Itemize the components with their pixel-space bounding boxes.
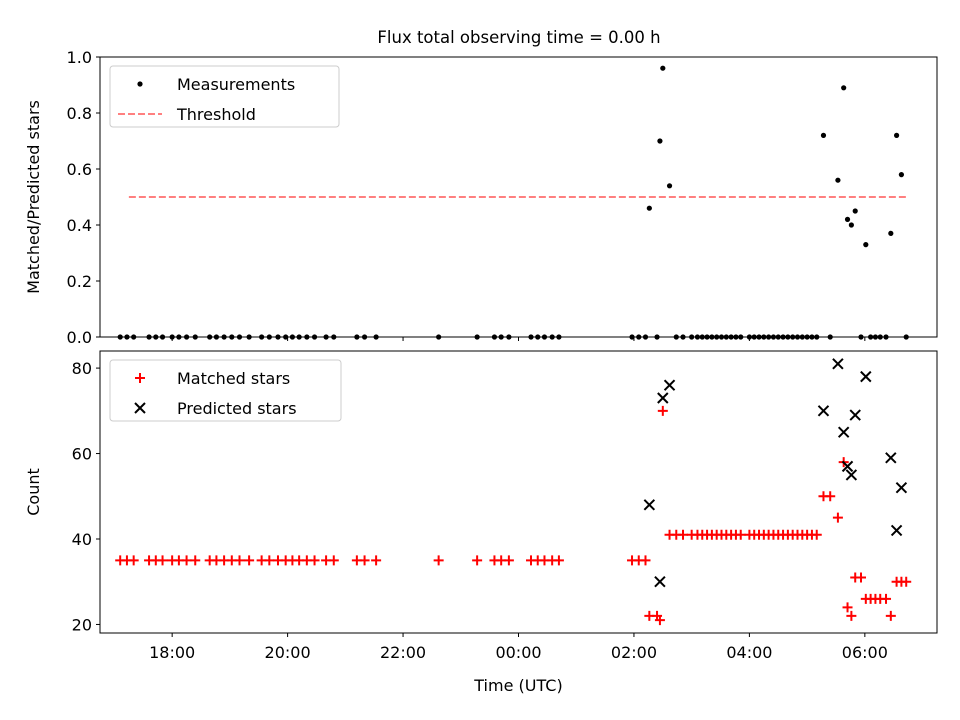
x-axis-label: Time (UTC) xyxy=(473,676,562,695)
y-tick-label: 0.8 xyxy=(67,104,92,123)
data-point xyxy=(841,85,847,91)
data-point xyxy=(328,555,339,566)
data-point xyxy=(893,132,900,138)
data-point xyxy=(660,65,666,71)
x-tick-label: 18:00 xyxy=(149,643,195,662)
x-tick-label: 06:00 xyxy=(842,643,888,662)
y-tick-label: 40 xyxy=(72,530,92,549)
data-point xyxy=(433,555,444,566)
legend-marker-dot xyxy=(137,81,143,87)
data-point xyxy=(844,216,851,222)
data-point xyxy=(654,576,666,588)
y-tick-label: 0.4 xyxy=(67,216,92,235)
data-point xyxy=(244,555,255,566)
data-point xyxy=(157,555,168,566)
data-point xyxy=(860,370,872,383)
data-point xyxy=(646,205,652,211)
x-tick-label: 02:00 xyxy=(611,643,657,662)
data-point xyxy=(309,555,320,566)
data-point xyxy=(825,491,836,502)
legend-label: Measurements xyxy=(177,75,295,94)
series-predicted-stars xyxy=(643,358,908,588)
legend: Matched stars Predicted stars xyxy=(109,359,342,422)
data-point xyxy=(835,177,841,183)
bottom-plot-counts: 20 40 60 80 18:00 20:00 22:00 00:00 02:00 04:00 06… xyxy=(24,350,938,695)
data-point xyxy=(849,409,861,421)
data-point xyxy=(863,242,869,248)
data-point xyxy=(643,499,656,511)
legend-marker-x xyxy=(134,402,146,414)
y-tick-label: 0.2 xyxy=(67,272,92,291)
data-point xyxy=(855,572,866,583)
chart-title: Flux total observing time = 0.00 h xyxy=(377,28,660,47)
data-point xyxy=(885,610,896,621)
data-point xyxy=(503,555,514,566)
x-tick-label: 00:00 xyxy=(495,643,541,662)
y-tick-label: 1.0 xyxy=(67,48,92,67)
data-point xyxy=(359,555,370,566)
top-plot-measurements: 0.0 0.2 0.4 0.6 0.8 1.0 Matched/Predicted star… xyxy=(24,48,938,347)
data-point xyxy=(817,405,830,417)
data-point xyxy=(666,183,673,189)
data-point xyxy=(842,602,853,613)
series-measurements xyxy=(117,65,909,340)
legend-box xyxy=(109,359,342,422)
series-matched-stars xyxy=(115,405,912,626)
data-point xyxy=(640,555,651,566)
data-point xyxy=(234,555,245,566)
x-tick-label: 04:00 xyxy=(726,643,772,662)
y-tick-label: 0.6 xyxy=(67,160,92,179)
data-point xyxy=(885,452,897,464)
data-point xyxy=(472,555,483,566)
y-tick-label: 60 xyxy=(72,445,92,464)
legend-label: Threshold xyxy=(176,105,256,124)
data-point xyxy=(848,222,854,228)
data-point xyxy=(832,358,844,370)
y-tick-label: 20 xyxy=(72,615,92,634)
data-point xyxy=(657,392,669,404)
data-point xyxy=(832,512,843,523)
data-point xyxy=(852,208,858,214)
data-point xyxy=(181,555,192,566)
data-point xyxy=(841,460,854,473)
data-point xyxy=(735,529,746,540)
data-point xyxy=(845,469,858,481)
data-point xyxy=(811,529,822,540)
data-point xyxy=(553,555,564,566)
data-point xyxy=(837,426,850,438)
data-point xyxy=(890,524,903,537)
data-point xyxy=(657,138,663,144)
data-point xyxy=(888,230,894,236)
data-point xyxy=(895,482,908,494)
data-point xyxy=(128,555,139,566)
data-point xyxy=(678,529,689,540)
data-point xyxy=(901,576,912,587)
legend-box xyxy=(109,65,340,128)
y-axis-label: Matched/Predicted stars xyxy=(24,100,43,294)
legend-label: Matched stars xyxy=(177,369,290,388)
data-point xyxy=(654,615,665,626)
data-point xyxy=(820,132,827,138)
data-point xyxy=(663,379,676,391)
data-point xyxy=(898,172,905,178)
data-point xyxy=(190,555,201,566)
x-tick-label: 20:00 xyxy=(265,643,311,662)
legend-label: Predicted stars xyxy=(177,399,297,418)
y-tick-label: 0.0 xyxy=(67,328,92,347)
y-tick-label: 80 xyxy=(72,359,92,378)
data-point xyxy=(846,610,857,621)
data-point xyxy=(371,555,382,566)
legend: Measurements Threshold xyxy=(109,65,340,128)
y-axis-label: Count xyxy=(24,468,43,516)
legend-marker-plus xyxy=(135,373,145,383)
data-point xyxy=(881,593,892,604)
data-point xyxy=(264,555,275,566)
x-tick-label: 22:00 xyxy=(380,643,426,662)
data-point xyxy=(657,405,668,416)
